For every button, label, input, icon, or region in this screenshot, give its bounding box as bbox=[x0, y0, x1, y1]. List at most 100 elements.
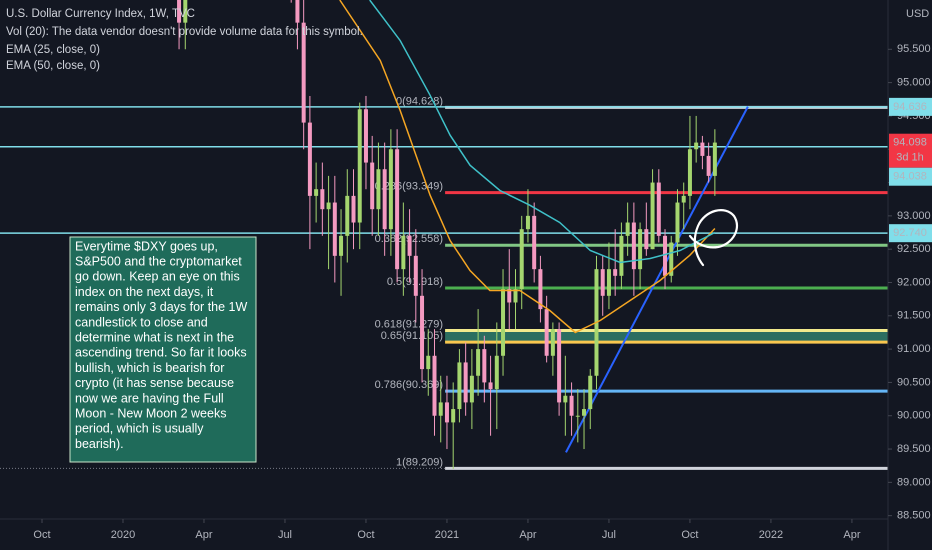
candle-body bbox=[401, 235, 406, 270]
candle-body bbox=[700, 142, 705, 156]
candle-body bbox=[706, 155, 711, 176]
candle-body bbox=[177, 0, 182, 23]
price-line-box bbox=[889, 167, 932, 186]
x-tick-label: Oct bbox=[33, 529, 50, 541]
candle-body bbox=[420, 295, 425, 370]
candle-body bbox=[370, 162, 375, 210]
x-tick-label: Jul bbox=[602, 529, 616, 541]
candle-body bbox=[538, 269, 543, 310]
y-tick-label: 90.500 bbox=[897, 376, 931, 388]
x-tick-label: Apr bbox=[843, 529, 860, 541]
candle-body bbox=[444, 402, 449, 423]
candle-body bbox=[476, 349, 481, 376]
candle-body bbox=[687, 149, 692, 196]
legend-entry: EMA (25, close, 0) bbox=[6, 44, 100, 56]
x-tick-label: 2020 bbox=[111, 529, 135, 541]
annotation-text: ascending trend. So far it looks bbox=[75, 346, 247, 360]
fib-label: 0.65(91.105) bbox=[381, 330, 443, 342]
fib-label: 0.786(90.369) bbox=[375, 379, 444, 391]
x-tick-label: Oct bbox=[681, 529, 698, 541]
candle-body bbox=[326, 202, 331, 210]
annotation-text: S&P500 and the cryptomarket bbox=[75, 254, 242, 268]
candle-body bbox=[426, 355, 431, 370]
plot-area: 0(94.628)0.236(93.349)0.382(92.558)0.5(9… bbox=[0, 0, 888, 470]
candle-body bbox=[320, 189, 325, 210]
candle-body bbox=[613, 269, 618, 276]
candle-body bbox=[582, 409, 587, 416]
annotation-text: go down. Keep an eye on this bbox=[75, 270, 240, 284]
candle-body bbox=[644, 229, 649, 250]
candle-body bbox=[712, 142, 717, 176]
candle-body bbox=[507, 289, 512, 303]
candle-body bbox=[563, 395, 568, 403]
candle-body bbox=[457, 362, 462, 410]
candle-body bbox=[488, 382, 493, 390]
candle-body bbox=[681, 195, 686, 203]
candle-body bbox=[351, 195, 356, 223]
x-tick-label: Jul bbox=[278, 529, 292, 541]
candle-body bbox=[463, 362, 468, 403]
candle-body bbox=[569, 395, 574, 416]
hand-drawn-circle bbox=[688, 209, 739, 267]
candle-body bbox=[631, 222, 636, 270]
candle-body bbox=[295, 0, 300, 23]
candle-body bbox=[550, 329, 555, 356]
countdown-label: 3d 1h bbox=[896, 152, 924, 164]
candle-body bbox=[345, 195, 350, 236]
annotation-text: bullish, which is bearish for bbox=[75, 361, 224, 375]
candle-body bbox=[382, 169, 387, 230]
candle-body bbox=[301, 22, 306, 123]
chart-title: U.S. Dollar Currency Index, 1W, TVC bbox=[6, 8, 195, 20]
y-tick-label: 88.500 bbox=[897, 510, 931, 522]
candle-body bbox=[669, 242, 674, 276]
x-tick-label: Apr bbox=[195, 529, 212, 541]
candle-body bbox=[557, 329, 562, 403]
x-tick-label: Oct bbox=[357, 529, 374, 541]
candle-body bbox=[519, 229, 524, 290]
candle-body bbox=[469, 375, 474, 403]
fib-band bbox=[445, 330, 888, 343]
annotation-text: crypto (it has sense because bbox=[75, 376, 234, 390]
last-price-box bbox=[889, 133, 932, 168]
fib-label: 0.618(91.279) bbox=[375, 318, 444, 330]
annotation-text: now we are having the Full bbox=[75, 391, 224, 405]
candle-body bbox=[376, 169, 381, 210]
candle-body bbox=[663, 235, 668, 276]
price-line-box bbox=[889, 224, 932, 243]
fib-label: 1(89.209) bbox=[396, 456, 443, 468]
candle-body bbox=[395, 149, 400, 270]
price-line-box bbox=[889, 97, 932, 116]
candle-body bbox=[606, 269, 611, 296]
y-tick-label: 90.000 bbox=[897, 410, 931, 422]
y-tick-label: 93.000 bbox=[897, 210, 931, 222]
candle-body bbox=[307, 122, 312, 196]
price-line-label: 94.636 bbox=[893, 101, 927, 113]
y-tick-label: 91.500 bbox=[897, 310, 931, 322]
annotation-text: Moon - New Moon 2 weeks bbox=[75, 406, 226, 420]
candle-body bbox=[532, 215, 537, 270]
candle-body bbox=[432, 355, 437, 416]
candle-body bbox=[588, 375, 593, 410]
candle-body bbox=[363, 109, 368, 163]
price-line-label: 94.038 bbox=[893, 171, 927, 183]
annotation-box bbox=[69, 236, 257, 463]
y-tick-label: 92.000 bbox=[897, 276, 931, 288]
ema-line bbox=[339, 0, 716, 334]
candle-body bbox=[413, 255, 418, 296]
annotation-text: period, which is usually bbox=[75, 422, 204, 436]
overlay: U.S. Dollar Currency Index, 1W, TVC Vol … bbox=[6, 8, 929, 463]
candle-body bbox=[525, 215, 530, 230]
candle-body bbox=[625, 222, 630, 236]
legend-entry: EMA (50, close, 0) bbox=[6, 60, 100, 72]
y-tick-label: 92.500 bbox=[897, 243, 931, 255]
x-tick-label: 2021 bbox=[435, 529, 459, 541]
y-tick-label: 95.000 bbox=[897, 77, 931, 89]
candle-body bbox=[332, 202, 337, 256]
x-tick-label: 2022 bbox=[759, 529, 783, 541]
candle-body bbox=[544, 309, 549, 356]
candle-body bbox=[600, 269, 605, 296]
last-price-label: 94.098 bbox=[893, 137, 927, 149]
currency-label: USD bbox=[906, 8, 929, 20]
